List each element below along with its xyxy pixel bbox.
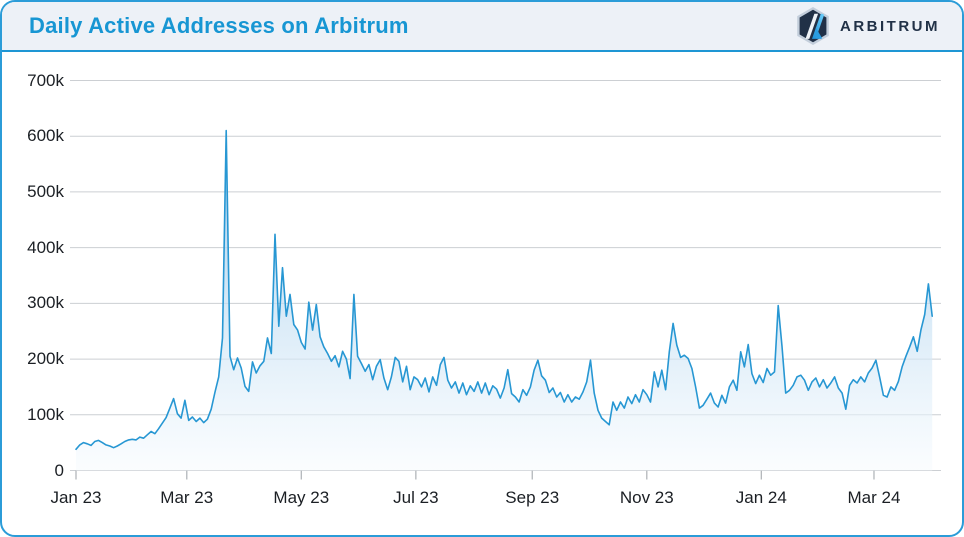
x-axis-label: May 23 xyxy=(273,488,330,507)
trend-line xyxy=(75,129,933,451)
y-axis-label: 200k xyxy=(27,349,64,369)
brand-name: ARBITRUM xyxy=(840,17,940,35)
y-axis-label: 100k xyxy=(27,404,64,424)
y-axis-label: 0 xyxy=(54,460,64,480)
x-axis-label: Jan 23 xyxy=(50,488,102,507)
x-axis-label: Mar 23 xyxy=(160,488,214,507)
page-title: Daily Active Addresses on Arbitrum xyxy=(29,13,409,38)
brand: ARBITRUM xyxy=(796,7,940,45)
chart-header: Daily Active Addresses on Arbitrum xyxy=(2,2,962,52)
x-axis-label: Jan 24 xyxy=(735,488,787,507)
x-axis-label: Nov 23 xyxy=(619,488,674,507)
y-axis-label: 700k xyxy=(27,70,64,90)
x-axis-label: Jul 23 xyxy=(393,488,439,507)
x-axis-label: Mar 24 xyxy=(847,488,901,507)
y-axis-label: 300k xyxy=(27,293,64,313)
x-axis-label: Sep 23 xyxy=(505,488,560,507)
y-axis-label: 400k xyxy=(27,237,64,257)
arbitrum-logo-icon xyxy=(797,7,829,45)
y-axis-label: 600k xyxy=(27,126,64,146)
area-fill xyxy=(76,130,933,471)
plot-area: 700k 600k 500k 400k 300k 200k 100k 0 Jan 23 Mar … xyxy=(2,52,962,535)
y-axis-label: 500k xyxy=(27,181,64,201)
